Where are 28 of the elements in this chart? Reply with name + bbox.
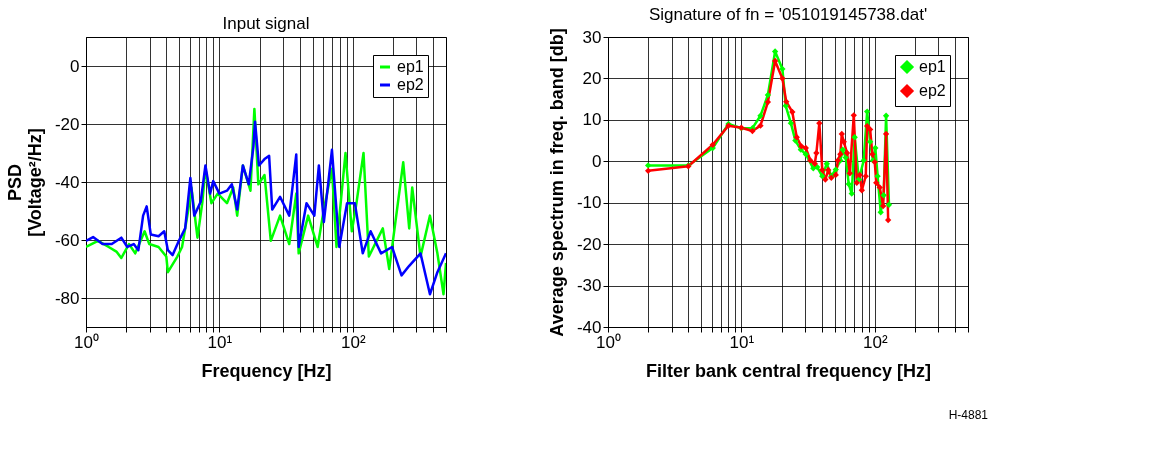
- x-tick-label: 10¹: [729, 332, 755, 352]
- text: H-4881: [948, 408, 989, 422]
- y-axis-title: Average spectrum in freq. band [db]: [546, 28, 567, 337]
- chart-title: Signature of fn = '051019145738.dat': [648, 4, 928, 24]
- y-tick-label: -20: [576, 234, 602, 254]
- y-tick-label: 10: [582, 110, 602, 130]
- x-axis-title: Frequency [Hz]: [201, 360, 332, 381]
- y-tick-label: -80: [54, 288, 80, 308]
- y-tick-label: -60: [54, 230, 80, 250]
- y-tick-label: 20: [582, 68, 602, 88]
- y-axis-title: PSD [Voltage²/Hz]: [4, 128, 45, 237]
- y-tick-label: -20: [54, 114, 80, 134]
- y-tick-label: 30: [582, 27, 602, 47]
- y-tick-label: -10: [576, 193, 602, 213]
- legend-label: ep1: [397, 58, 424, 75]
- x-tick-label: 10²: [340, 332, 366, 352]
- x-axis-title: Filter bank central frequency [Hz]: [645, 360, 932, 381]
- x-tick-label: 10⁰: [74, 332, 99, 352]
- legend-label: ep2: [397, 76, 424, 93]
- legend-label: ep1: [919, 58, 946, 75]
- x-tick-label: 10²: [862, 332, 888, 352]
- x-tick-label: 10¹: [207, 332, 233, 352]
- y-tick-label: 0: [70, 56, 80, 76]
- y-tick-label: -40: [54, 172, 80, 192]
- legend-label: ep2: [919, 82, 946, 99]
- y-tick-label: -30: [576, 276, 602, 296]
- chart-title: Input signal: [222, 14, 310, 33]
- y-tick-label: 0: [592, 151, 602, 171]
